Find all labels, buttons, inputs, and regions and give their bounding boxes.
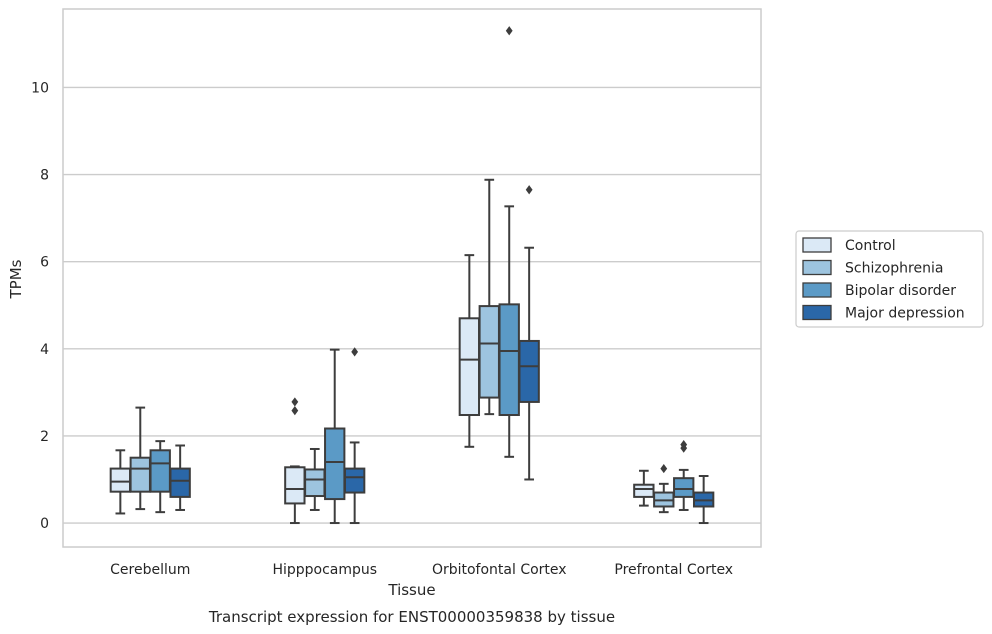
- outlier-point: [505, 26, 513, 36]
- iqr-box: [478, 305, 500, 399]
- iqr-box: [109, 467, 132, 493]
- legend-label: Control: [845, 238, 896, 254]
- x-tick-label: Hipppocampus: [272, 562, 377, 578]
- iqr-box: [458, 317, 481, 417]
- legend-swatch: [802, 282, 832, 298]
- legend-label: Major depression: [845, 306, 965, 322]
- y-tick-label: 2: [40, 429, 49, 445]
- x-axis-ticks: Cerebellum Hipppocampus Orbitofontal Corte…: [110, 562, 733, 578]
- x-tick-label: Cerebellum: [110, 562, 190, 578]
- box-bipolar-disorder: [498, 26, 520, 458]
- y-tick-label: 0: [40, 516, 49, 532]
- box-major-depression: [518, 185, 540, 481]
- iqr-box: [304, 468, 326, 498]
- chart-caption: Transcript expression for ENST0000035983…: [208, 608, 615, 626]
- box-control: [458, 254, 481, 448]
- x-axis-label: Tissue: [387, 581, 435, 599]
- iqr-box: [149, 449, 171, 493]
- y-tick-label: 6: [40, 255, 49, 271]
- y-axis-ticks: 0 2 4 6 8 10: [31, 80, 49, 532]
- outlier-point: [680, 440, 688, 450]
- plot-frame: [62, 8, 762, 548]
- x-tick-label: Orbitofontal Cortex: [432, 562, 567, 578]
- legend: Control Schizophrenia Bipolar disorder Majo…: [795, 230, 984, 328]
- iqr-box: [343, 467, 366, 494]
- box-schizophrenia: [304, 447, 326, 511]
- box-schizophrenia: [129, 406, 151, 511]
- legend-swatch: [802, 237, 832, 253]
- box-schizophrenia: [478, 178, 500, 416]
- iqr-box: [169, 467, 191, 498]
- box-control: [633, 469, 655, 507]
- iqr-box: [324, 427, 346, 501]
- legend-swatch: [802, 304, 832, 321]
- y-tick-label: 8: [40, 168, 49, 184]
- iqr-box: [498, 303, 520, 417]
- outlier-point: [351, 347, 359, 357]
- box-schizophrenia: [653, 463, 675, 514]
- iqr-box: [633, 483, 655, 498]
- outlier-point: [291, 397, 299, 407]
- outlier-point: [291, 406, 299, 416]
- iqr-box: [518, 339, 540, 403]
- iqr-box: [673, 477, 695, 498]
- box-control: [284, 397, 306, 525]
- x-tick-label: Prefrontal Cortex: [614, 562, 733, 578]
- iqr-box: [129, 456, 151, 493]
- y-tick-label: 10: [31, 80, 49, 96]
- legend-label: Bipolar disorder: [845, 283, 956, 299]
- outlier-point: [525, 185, 533, 195]
- box-control: [109, 449, 132, 515]
- grid-lines: [63, 86, 761, 524]
- box-major-depression: [169, 444, 191, 511]
- y-tick-label: 4: [40, 342, 49, 358]
- box-major-depression: [692, 474, 715, 525]
- y-axis-label: TPMs: [7, 259, 25, 299]
- outlier-point: [660, 463, 668, 474]
- box-major-depression: [343, 347, 366, 525]
- box-plot-series: [109, 26, 715, 525]
- box-bipolar-disorder: [324, 348, 346, 525]
- iqr-box: [284, 466, 306, 505]
- legend-swatch: [802, 259, 832, 276]
- legend-label: Schizophrenia: [845, 261, 943, 277]
- legend-frame: [795, 230, 984, 328]
- box-bipolar-disorder: [673, 440, 695, 511]
- box-bipolar-disorder: [149, 440, 171, 514]
